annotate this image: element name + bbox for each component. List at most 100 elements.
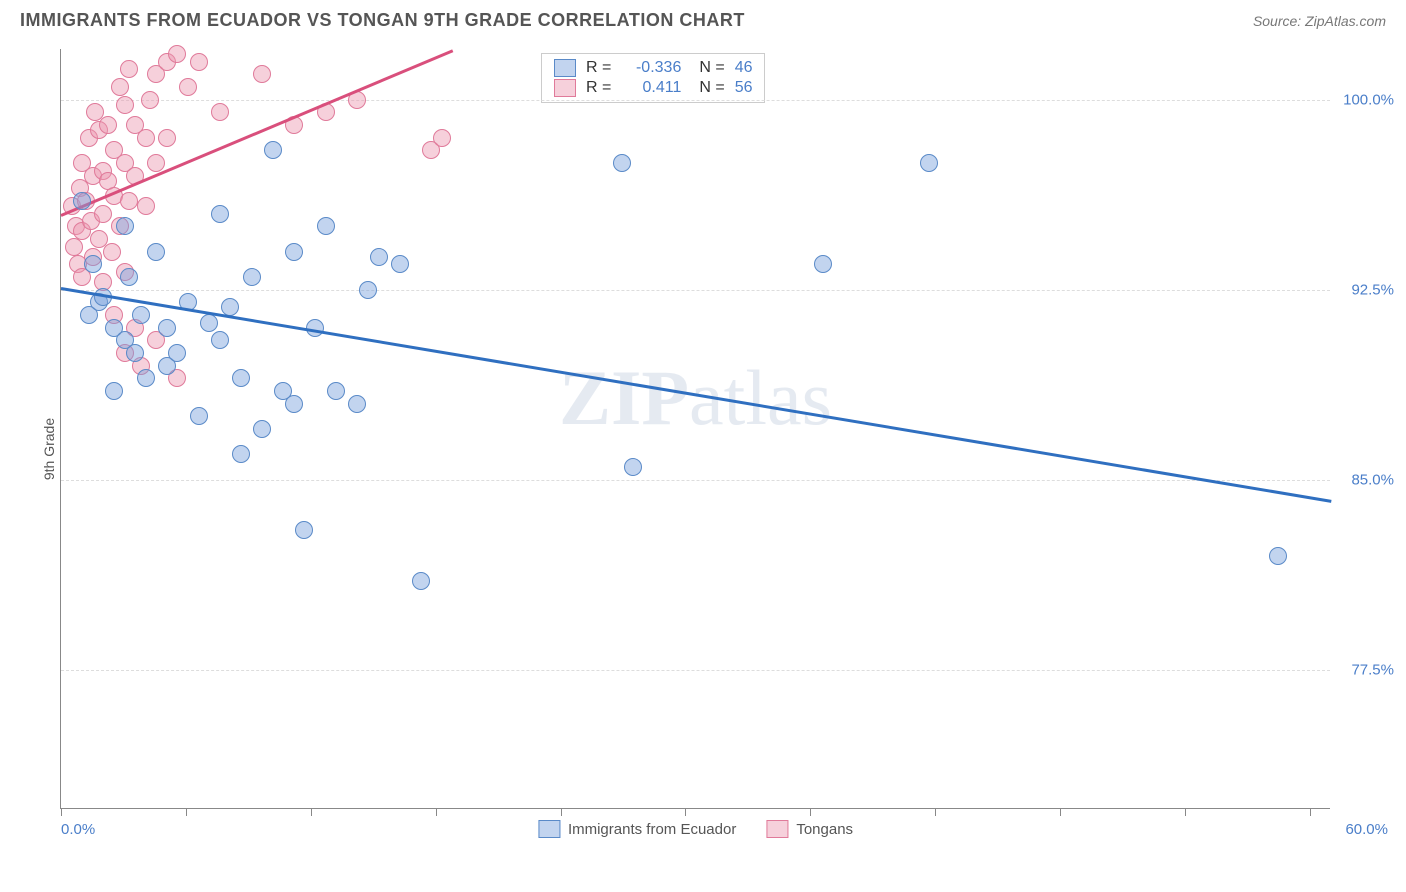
watermark: ZIPatlas xyxy=(559,353,832,443)
scatter-point xyxy=(116,217,134,235)
scatter-point xyxy=(370,248,388,266)
scatter-point xyxy=(190,407,208,425)
swatch-series-2 xyxy=(554,79,576,97)
swatch-series-1 xyxy=(554,59,576,77)
scatter-point xyxy=(179,78,197,96)
scatter-point xyxy=(264,141,282,159)
scatter-point xyxy=(84,255,102,273)
scatter-point xyxy=(243,268,261,286)
x-tick xyxy=(1310,808,1311,816)
legend-swatch-1 xyxy=(538,820,560,838)
scatter-point xyxy=(285,395,303,413)
n-label: N = xyxy=(699,79,724,97)
x-tick xyxy=(311,808,312,816)
y-tick-label: 92.5% xyxy=(1334,281,1394,298)
x-tick xyxy=(61,808,62,816)
x-tick xyxy=(1185,808,1186,816)
scatter-point xyxy=(624,458,642,476)
chart-title: IMMIGRANTS FROM ECUADOR VS TONGAN 9TH GR… xyxy=(20,10,745,31)
x-tick xyxy=(186,808,187,816)
scatter-point xyxy=(168,45,186,63)
plot-area: ZIPatlas R = -0.336 N = 46 R = 0.411 N =… xyxy=(60,49,1330,809)
scatter-point xyxy=(105,382,123,400)
n-value-1: 46 xyxy=(735,59,753,77)
r-label: R = xyxy=(586,79,611,97)
x-tick xyxy=(561,808,562,816)
scatter-point xyxy=(73,192,91,210)
scatter-point xyxy=(116,96,134,114)
scatter-point xyxy=(327,382,345,400)
chart-header: IMMIGRANTS FROM ECUADOR VS TONGAN 9TH GR… xyxy=(10,10,1396,39)
scatter-point xyxy=(211,205,229,223)
scatter-point xyxy=(147,243,165,261)
gridline-h xyxy=(61,100,1330,101)
scatter-point xyxy=(253,420,271,438)
scatter-point xyxy=(391,255,409,273)
y-tick-label: 100.0% xyxy=(1334,91,1394,108)
x-tick xyxy=(935,808,936,816)
scatter-point xyxy=(613,154,631,172)
chart-container: 9th Grade ZIPatlas R = -0.336 N = 46 R =… xyxy=(10,39,1396,859)
scatter-point xyxy=(137,369,155,387)
scatter-point xyxy=(120,60,138,78)
x-tick xyxy=(810,808,811,816)
legend-swatch-2 xyxy=(766,820,788,838)
x-tick xyxy=(1060,808,1061,816)
scatter-point xyxy=(412,572,430,590)
scatter-point xyxy=(433,129,451,147)
scatter-point xyxy=(120,268,138,286)
scatter-point xyxy=(317,217,335,235)
legend-item-1: Immigrants from Ecuador xyxy=(538,820,736,838)
y-tick-label: 85.0% xyxy=(1334,471,1394,488)
scatter-point xyxy=(99,116,117,134)
correlation-row-1: R = -0.336 N = 46 xyxy=(554,58,752,78)
x-tick xyxy=(436,808,437,816)
scatter-point xyxy=(137,129,155,147)
scatter-point xyxy=(359,281,377,299)
scatter-point xyxy=(814,255,832,273)
scatter-point xyxy=(200,314,218,332)
correlation-row-2: R = 0.411 N = 56 xyxy=(554,78,752,98)
source-prefix: Source: xyxy=(1253,13,1305,29)
source-attribution: Source: ZipAtlas.com xyxy=(1253,13,1386,29)
scatter-point xyxy=(253,65,271,83)
x-tick xyxy=(685,808,686,816)
scatter-point xyxy=(295,521,313,539)
series-legend: Immigrants from Ecuador Tongans xyxy=(538,820,853,838)
n-label: N = xyxy=(699,59,724,77)
scatter-point xyxy=(190,53,208,71)
scatter-point xyxy=(141,91,159,109)
scatter-point xyxy=(211,103,229,121)
scatter-point xyxy=(158,319,176,337)
x-axis-max-label: 60.0% xyxy=(1345,821,1388,838)
scatter-point xyxy=(211,331,229,349)
r-label: R = xyxy=(586,59,611,77)
n-value-2: 56 xyxy=(735,79,753,97)
legend-label-2: Tongans xyxy=(796,821,853,838)
gridline-h xyxy=(61,670,1330,671)
scatter-point xyxy=(126,344,144,362)
r-value-1: -0.336 xyxy=(621,59,681,77)
scatter-point xyxy=(137,197,155,215)
source-link[interactable]: ZipAtlas.com xyxy=(1305,13,1386,29)
scatter-point xyxy=(168,344,186,362)
y-tick-label: 77.5% xyxy=(1334,661,1394,678)
scatter-point xyxy=(348,395,366,413)
r-value-2: 0.411 xyxy=(621,79,681,97)
scatter-point xyxy=(147,154,165,172)
scatter-point xyxy=(132,306,150,324)
scatter-point xyxy=(920,154,938,172)
y-axis-label: 9th Grade xyxy=(41,418,57,480)
scatter-point xyxy=(1269,547,1287,565)
scatter-point xyxy=(232,445,250,463)
gridline-h xyxy=(61,290,1330,291)
legend-item-2: Tongans xyxy=(766,820,853,838)
watermark-bold: ZIP xyxy=(559,354,689,441)
correlation-legend: R = -0.336 N = 46 R = 0.411 N = 56 xyxy=(541,53,765,103)
scatter-point xyxy=(158,129,176,147)
scatter-point xyxy=(94,205,112,223)
scatter-point xyxy=(111,78,129,96)
scatter-point xyxy=(103,243,121,261)
gridline-h xyxy=(61,480,1330,481)
scatter-point xyxy=(285,243,303,261)
